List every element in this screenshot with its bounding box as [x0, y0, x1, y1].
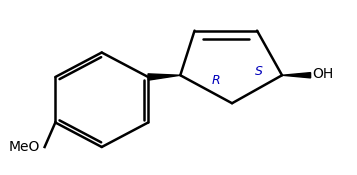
Text: MeO: MeO	[9, 140, 40, 154]
Text: R: R	[212, 74, 220, 87]
Polygon shape	[148, 74, 180, 80]
Polygon shape	[282, 73, 311, 78]
Text: S: S	[255, 65, 263, 78]
Text: OH: OH	[312, 66, 334, 80]
